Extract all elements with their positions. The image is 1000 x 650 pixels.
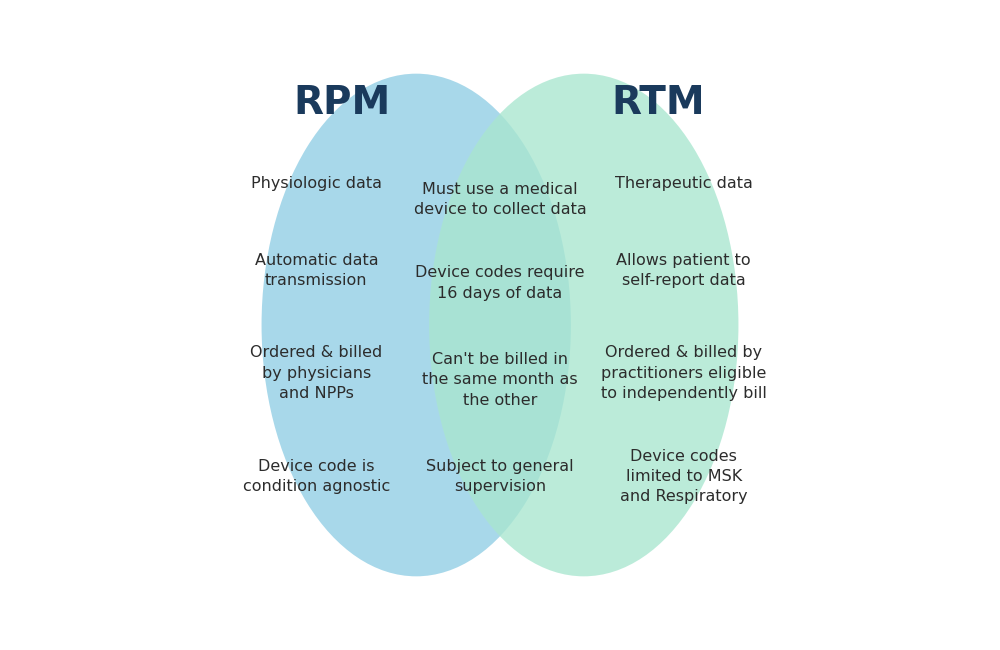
Text: Allows patient to
self-report data: Allows patient to self-report data [616,252,751,288]
Text: Subject to general
supervision: Subject to general supervision [426,459,574,494]
Text: Physiologic data: Physiologic data [251,176,382,190]
Text: Ordered & billed by
practitioners eligible
to independently bill: Ordered & billed by practitioners eligib… [601,345,767,401]
Text: RTM: RTM [611,84,705,122]
Text: Automatic data
transmission: Automatic data transmission [255,252,378,288]
Text: Can't be billed in
the same month as
the other: Can't be billed in the same month as the… [422,352,578,408]
Ellipse shape [262,73,571,577]
Ellipse shape [429,73,738,577]
Text: Device codes require
16 days of data: Device codes require 16 days of data [415,265,585,301]
Text: Device code is
condition agnostic: Device code is condition agnostic [243,459,390,494]
Text: Device codes
limited to MSK
and Respiratory: Device codes limited to MSK and Respirat… [620,448,747,504]
Text: RPM: RPM [293,84,391,122]
Text: Therapeutic data: Therapeutic data [615,176,753,190]
Text: Must use a medical
device to collect data: Must use a medical device to collect dat… [414,181,586,217]
Text: Ordered & billed
by physicians
and NPPs: Ordered & billed by physicians and NPPs [250,345,382,401]
